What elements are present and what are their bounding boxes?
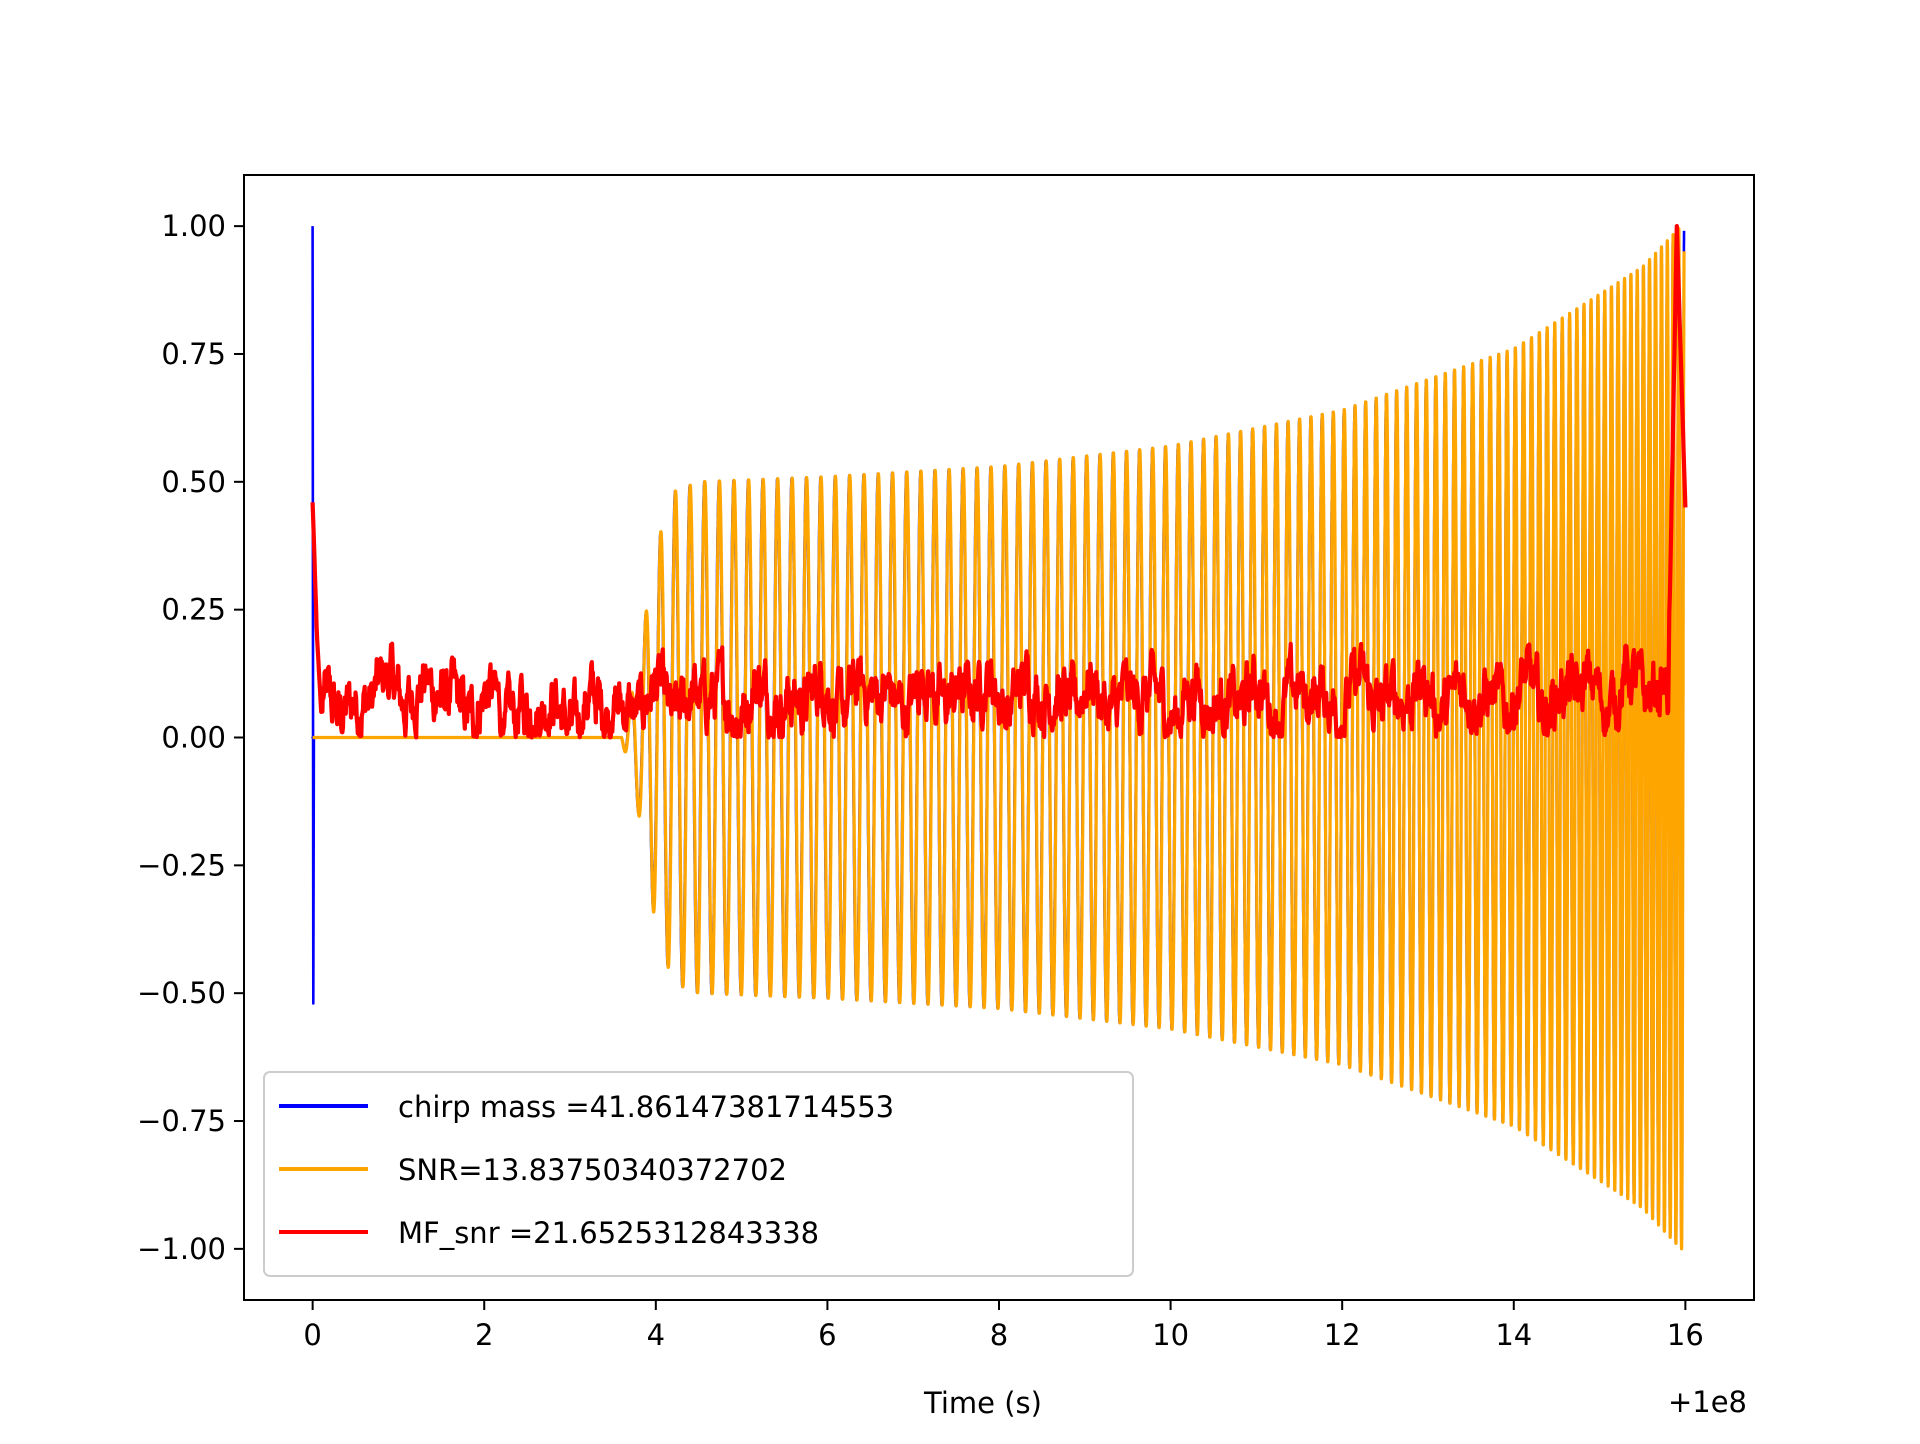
y-tick-label: −0.25 <box>137 848 226 882</box>
legend: chirp mass =41.86147381714553 SNR=13.8375… <box>263 1071 1134 1277</box>
y-tick-label: 0.50 <box>161 465 226 499</box>
y-tick-label: 1.00 <box>161 209 226 243</box>
x-tick-label: 8 <box>990 1318 1008 1352</box>
x-tick-label: 4 <box>647 1318 665 1352</box>
x-tick-label: 2 <box>475 1318 493 1352</box>
axis-ticks: 0 2 4 6 8 10 12 14 16 1.00 0.75 0.50 0.25 0.00 −0.25 −0… <box>137 209 1704 1352</box>
y-tick-label: −0.50 <box>137 976 226 1010</box>
plot-area <box>310 224 1688 1251</box>
x-tick-label: 0 <box>303 1318 321 1352</box>
x-axis-offset-label: +1e8 <box>1668 1385 1747 1419</box>
legend-label: MF_snr =21.6525312843338 <box>398 1216 819 1250</box>
legend-label: chirp mass =41.86147381714553 <box>398 1090 894 1124</box>
legend-label: SNR=13.83750340372702 <box>398 1153 787 1187</box>
x-axis-label: Time (s) <box>923 1386 1042 1420</box>
series-line-snr <box>312 227 1686 1251</box>
x-tick-label: 12 <box>1324 1318 1361 1352</box>
y-tick-label: −0.75 <box>137 1104 226 1138</box>
y-tick-label: 0.00 <box>161 721 226 755</box>
legend-box <box>263 1071 1134 1277</box>
y-tick-label: 0.25 <box>161 593 226 627</box>
y-tick-label: 0.75 <box>161 337 226 371</box>
y-tick-label: −1.00 <box>137 1232 226 1266</box>
series-group <box>310 224 1688 1251</box>
x-tick-label: 16 <box>1667 1318 1704 1352</box>
x-tick-label: 10 <box>1152 1318 1189 1352</box>
series-line-mf-snr <box>310 224 1688 740</box>
x-tick-label: 6 <box>818 1318 836 1352</box>
x-tick-label: 14 <box>1495 1318 1532 1352</box>
